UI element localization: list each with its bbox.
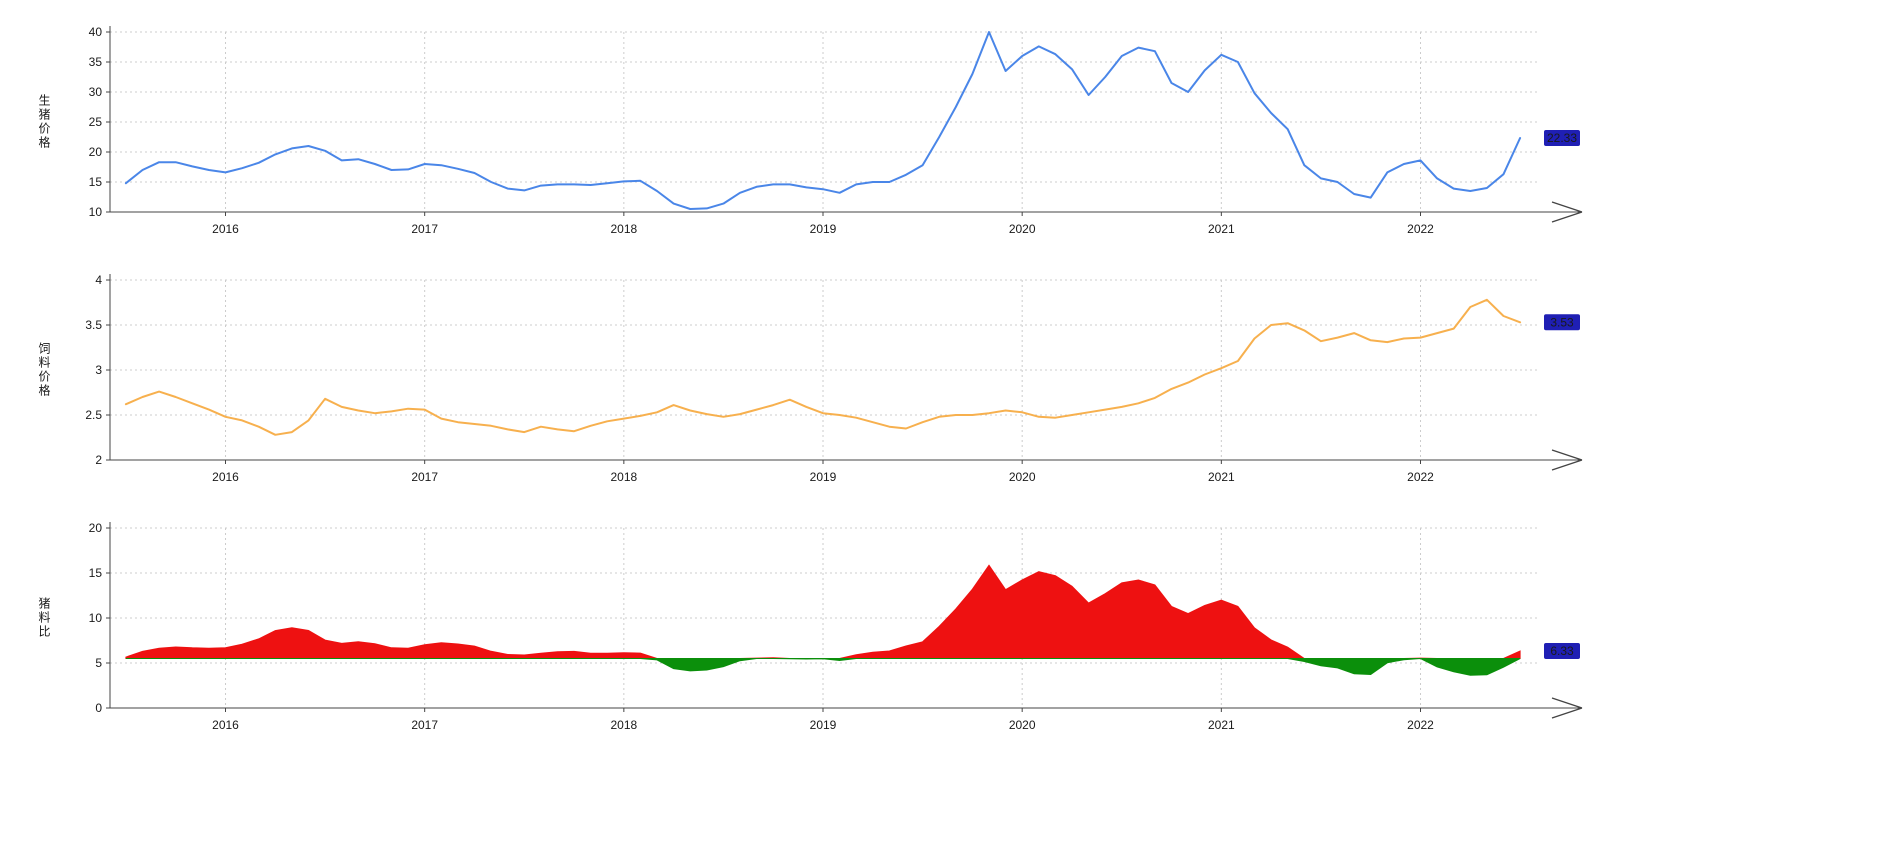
x-tick-label: 2021 <box>1208 718 1235 732</box>
y-tick-label: 30 <box>89 85 103 99</box>
pig-feed-ratio-y-axis-title: 猪料比 <box>37 597 51 639</box>
y-tick-label: 25 <box>89 115 103 129</box>
tick-labels: 10 15 20 25 30 35 40 2016 2017 2018 2019 2020 2021 20… <box>89 25 1435 236</box>
y-tick-label: 15 <box>89 175 103 189</box>
gridlines <box>110 31 1540 212</box>
x-axis-arrow-icon <box>1551 449 1583 471</box>
feed-price-chart: 饲料价格 2 2.5 3 3.5 4 2016 2017 2018 2019 2020 2021 20… <box>37 273 1583 484</box>
x-tick-label: 2022 <box>1407 718 1434 732</box>
x-tick-label: 2020 <box>1009 222 1036 236</box>
x-tick-label: 2018 <box>610 718 637 732</box>
pig-price-chart-block: 生猪价格 10 15 20 25 30 35 40 2016 2017 2018 2019 2020 2… <box>0 12 1884 260</box>
axes <box>109 274 1583 471</box>
x-tick-label: 2021 <box>1208 470 1235 484</box>
latest-value-badge: 22.33 <box>1544 130 1580 147</box>
axes <box>109 522 1583 719</box>
svg-text:3.53: 3.53 <box>1550 315 1574 329</box>
y-tick-label: 20 <box>89 521 103 535</box>
gridlines <box>110 279 1540 460</box>
x-tick-label: 2016 <box>212 470 239 484</box>
x-tick-label: 2018 <box>610 222 637 236</box>
x-tick-label: 2018 <box>610 470 637 484</box>
x-tick-label: 2020 <box>1009 718 1036 732</box>
pig-feed-ratio-chart: 猪料比 0 5 10 15 20 2016 2017 2018 2019 2020 2021 2022… <box>37 521 1583 732</box>
area-below-baseline <box>125 657 1521 676</box>
x-tick-label: 2017 <box>411 470 438 484</box>
y-tick-label: 0 <box>95 701 102 715</box>
y-tick-label: 40 <box>89 25 103 39</box>
gridlines <box>110 527 1540 708</box>
y-tick-label: 10 <box>89 611 103 625</box>
x-axis-arrow-icon <box>1551 697 1583 719</box>
x-axis-arrow-icon <box>1551 201 1583 223</box>
x-tick-label: 2022 <box>1407 222 1434 236</box>
feed-price-chart-block: 饲料价格 2 2.5 3 3.5 4 2016 2017 2018 2019 2020 2021 20… <box>0 260 1884 508</box>
y-tick-label: 15 <box>89 566 103 580</box>
series-line <box>124 298 1522 436</box>
y-tick-label: 2.5 <box>85 408 102 422</box>
x-tick-label: 2017 <box>411 222 438 236</box>
x-tick-label: 2016 <box>212 222 239 236</box>
x-tick-label: 2021 <box>1208 222 1235 236</box>
latest-value-badge: 3.53 <box>1544 314 1580 331</box>
pig-feed-ratio-chart-block: 猪料比 0 5 10 15 20 2016 2017 2018 2019 2020 2021 2022… <box>0 508 1884 756</box>
x-tick-label: 2019 <box>810 718 837 732</box>
axes <box>109 26 1583 223</box>
tick-labels: 2 2.5 3 3.5 4 2016 2017 2018 2019 2020 2021 2022 <box>85 273 1434 484</box>
tick-labels: 0 5 10 15 20 2016 2017 2018 2019 2020 2021 2022 <box>89 521 1435 732</box>
y-tick-label: 10 <box>89 205 103 219</box>
feed-price-y-axis-title: 饲料价格 <box>37 342 51 398</box>
y-tick-label: 5 <box>95 656 102 670</box>
y-tick-label: 35 <box>89 55 103 69</box>
y-tick-label: 20 <box>89 145 103 159</box>
x-tick-label: 2022 <box>1407 470 1434 484</box>
x-tick-label: 2019 <box>810 222 837 236</box>
x-tick-label: 2017 <box>411 718 438 732</box>
y-tick-label: 2 <box>95 453 102 467</box>
x-tick-label: 2019 <box>810 470 837 484</box>
y-tick-label: 4 <box>95 273 102 287</box>
svg-text:6.33: 6.33 <box>1550 644 1574 658</box>
pig-price-y-axis-title: 生猪价格 <box>37 94 51 150</box>
x-tick-label: 2016 <box>212 718 239 732</box>
svg-text:22.33: 22.33 <box>1547 131 1577 145</box>
y-tick-label: 3 <box>95 363 102 377</box>
series-line <box>124 31 1522 210</box>
latest-value-badge: 6.33 <box>1544 643 1580 660</box>
x-tick-label: 2020 <box>1009 470 1036 484</box>
y-tick-label: 3.5 <box>85 318 102 332</box>
pig-price-chart: 生猪价格 10 15 20 25 30 35 40 2016 2017 2018 2019 2020 2… <box>37 25 1583 236</box>
